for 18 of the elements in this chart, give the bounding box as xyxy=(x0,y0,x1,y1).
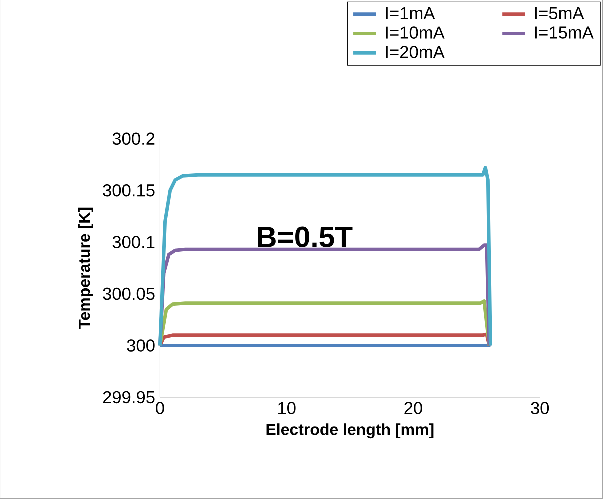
legend-label: I=5mA xyxy=(535,7,584,20)
y-tick-label: 299.95 xyxy=(103,391,155,404)
y-tick-label: 300.2 xyxy=(112,132,155,145)
legend-label: I=1mA xyxy=(386,7,436,20)
x-tick-label: 30 xyxy=(531,402,550,414)
y-tick-label: 300.05 xyxy=(103,288,155,300)
x-tick-label: 10 xyxy=(278,402,296,414)
y-axis-title: Temperature [K] xyxy=(78,208,94,330)
legend-label: I=10mA xyxy=(386,26,445,39)
y-tick-label: 300.15 xyxy=(103,184,155,197)
x-axis-title: Electrode length [mm] xyxy=(266,424,434,439)
legend-label: I=15mA xyxy=(535,26,594,39)
y-tick-label: 300.1 xyxy=(112,236,155,248)
annotation: B=0.5T xyxy=(258,226,353,248)
y-tick-label: 300 xyxy=(127,340,155,352)
x-tick-label: 20 xyxy=(404,402,422,414)
legend-label: I=20mA xyxy=(386,46,445,58)
x-tick-label: 0 xyxy=(156,402,164,414)
